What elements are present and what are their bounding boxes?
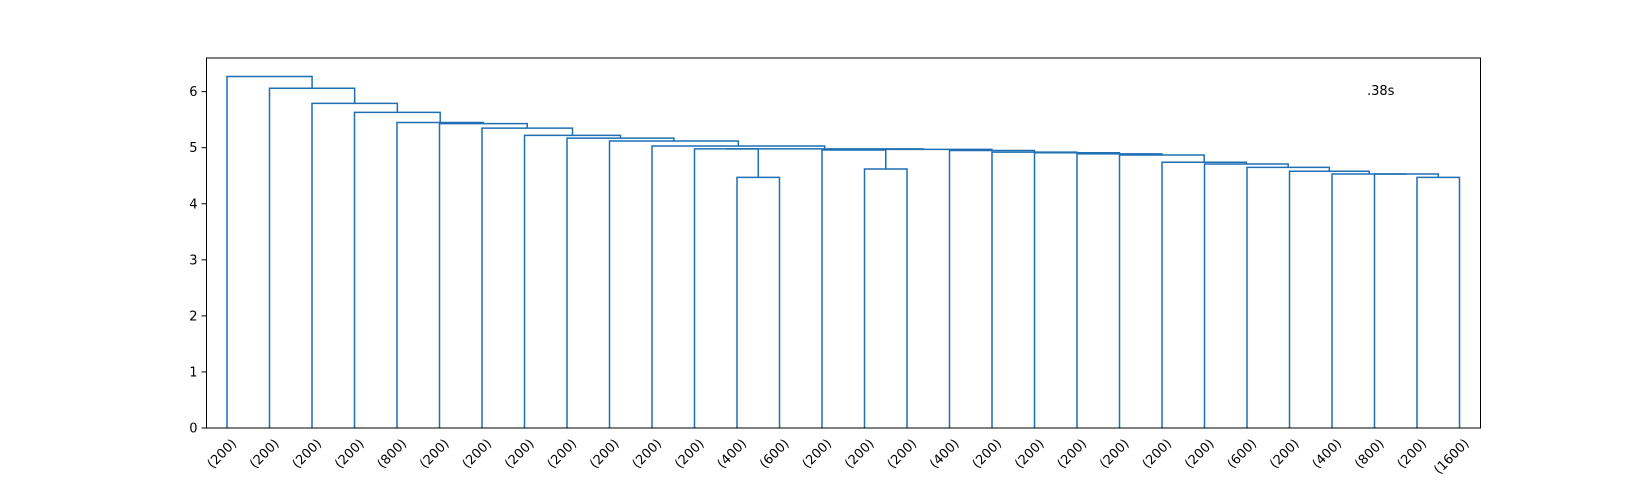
dendrogram-link [1161,161,1248,428]
leaf-label: (600) [757,436,792,471]
dendrogram-links [226,75,1461,428]
dendrogram-link [523,134,622,428]
leaf-label: (200) [460,436,495,471]
leaf-label: (200) [1097,436,1132,471]
dendrogram-link [353,111,441,428]
timing-annotation: .38s [1367,84,1395,99]
dendrogram-link [991,151,1078,428]
plot-frame [206,57,1481,429]
leaf-label: (200) [800,436,835,471]
leaf-label: (200) [332,436,367,471]
leaf-label: (400) [927,436,962,471]
dendrogram-link [863,168,908,428]
dendrogram-link [1331,173,1407,428]
dendrogram-link [1076,153,1163,428]
leaf-label: (200) [1140,436,1175,471]
leaf-label: (200) [1267,436,1302,471]
leaf-label: (200) [1395,436,1430,471]
leaf-label: (1600) [1431,436,1472,477]
dendrogram-link [821,149,887,428]
y-tick-label: 0 [189,422,197,437]
x-axis: (200) (200) (200) (200) (800) (200) (200) (200)… [205,436,1473,477]
leaf-label: (800) [375,436,410,471]
leaf-label: (200) [545,436,580,471]
leaf-label: (400) [1310,436,1345,471]
dendrogram-link [726,148,924,150]
dendrogram-link [1416,176,1461,428]
leaf-label: (200) [502,436,537,471]
leaf-label: (200) [247,436,282,471]
leaf-label: (200) [970,436,1005,471]
y-tick-label: 4 [189,197,197,212]
leaf-label: (200) [885,436,920,471]
leaf-label: (200) [587,436,622,471]
dendrogram-link [438,122,528,428]
dendrogram-link [566,137,675,428]
leaf-label: (200) [1182,436,1217,471]
y-tick-label: 1 [189,365,197,380]
leaf-label: (400) [715,436,750,471]
dendrogram-link [651,145,826,428]
leaf-label: (200) [1055,436,1090,471]
dendrogram-link [396,121,485,428]
dendrogram-link [226,75,313,428]
y-axis: 0 1 2 3 4 5 6 [189,85,207,437]
dendrogram-link [481,127,574,428]
leaf-label: (200) [205,436,240,471]
dendrogram-link [1373,173,1439,428]
dendrogram-link [608,140,740,428]
leaf-label: (200) [290,436,325,471]
dendrogram-link [1246,166,1331,428]
leaf-label: (200) [842,436,877,471]
leaf-label: (600) [1225,436,1260,471]
y-tick-label: 5 [189,141,197,156]
dendrogram-link [1118,154,1205,428]
dendrogram-link [693,148,759,428]
dendrogram-link [1203,163,1289,428]
dendrogram-link [853,148,993,151]
leaf-label: (200) [630,436,665,471]
leaf-label: (200) [672,436,707,471]
y-tick-label: 3 [189,253,197,268]
leaf-label: (200) [417,436,452,471]
leaf-label: (200) [1012,436,1047,471]
dendrogram-link [1288,170,1370,428]
dendrogram-link [736,176,781,428]
y-tick-label: 2 [189,309,197,324]
y-tick-label: 6 [189,85,197,100]
leaf-label: (800) [1352,436,1387,471]
